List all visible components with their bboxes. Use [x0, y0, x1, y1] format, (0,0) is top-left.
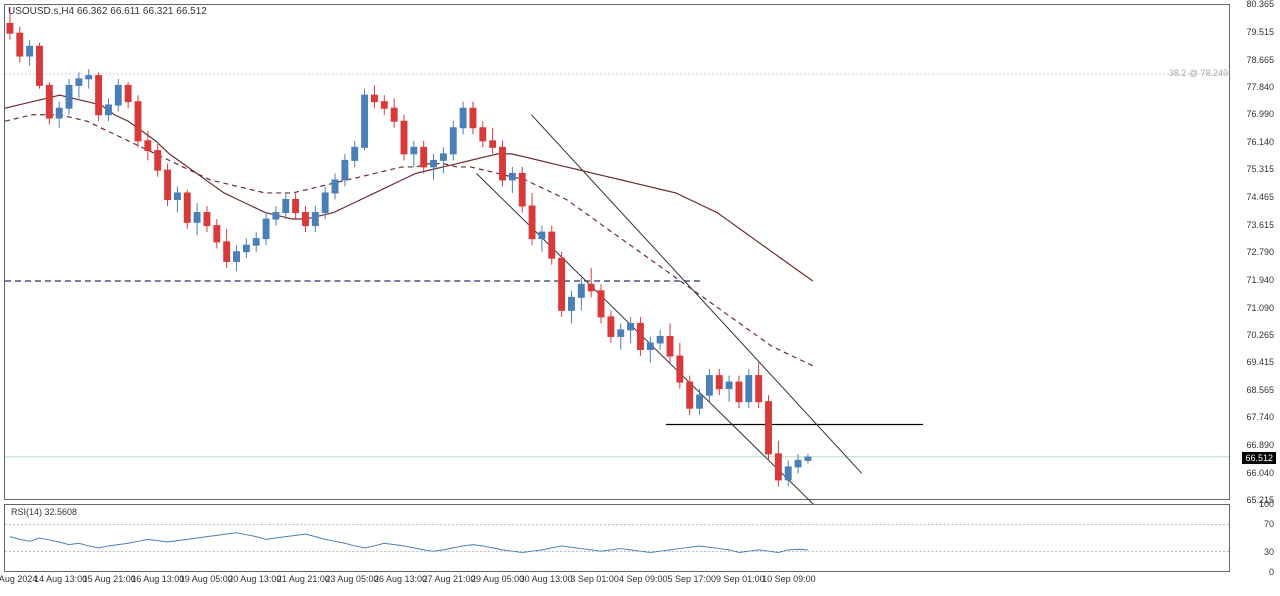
price-tick: 75.315 [1246, 164, 1274, 174]
time-tick: 30 Aug 13:00 [520, 574, 573, 584]
price-tick: 68.565 [1246, 385, 1274, 395]
time-tick: 29 Aug 05:00 [471, 574, 524, 584]
time-tick: 13 Aug 2024 [0, 574, 37, 584]
price-tick: 79.515 [1246, 27, 1274, 37]
time-tick: 5 Sep 17:00 [668, 574, 717, 584]
price-chart[interactable] [4, 4, 1230, 500]
rsi-tick: 30 [1264, 547, 1274, 557]
price-tick: 74.465 [1246, 192, 1274, 202]
rsi-axis: 10070300 [1232, 504, 1276, 572]
price-tick: 69.415 [1246, 357, 1274, 367]
price-tick: 77.840 [1246, 82, 1274, 92]
price-tick: 73.615 [1246, 220, 1274, 230]
time-tick: 19 Aug 05:00 [180, 574, 233, 584]
ohlc-label: 66.362 66.611 66.321 66.512 [77, 6, 207, 17]
time-tick: 20 Aug 13:00 [228, 574, 281, 584]
price-tick: 72.790 [1246, 247, 1274, 257]
price-tick: 78.665 [1246, 55, 1274, 65]
symbol-label: USOUSD.s,H4 [8, 6, 74, 17]
rsi-label: RSI(14) 32.5608 [11, 507, 77, 517]
price-tick: 70.265 [1246, 330, 1274, 340]
time-tick: 4 Sep 09:00 [619, 574, 668, 584]
price-tick: 76.990 [1246, 109, 1274, 119]
price-axis: 80.36579.51578.66577.84076.99076.14075.3… [1232, 4, 1276, 500]
chart-header: USOUSD.s,H4 66.362 66.611 66.321 66.512 [8, 6, 207, 17]
rsi-tick: 70 [1264, 519, 1274, 529]
time-tick: 14 Aug 13:00 [34, 574, 87, 584]
time-tick: 21 Aug 21:00 [277, 574, 330, 584]
fib-label: 38.2 @ 78.249 [1169, 68, 1228, 78]
time-tick: 23 Aug 05:00 [325, 574, 378, 584]
rsi-chart-svg [5, 505, 1229, 571]
rsi-chart[interactable]: RSI(14) 32.5608 [4, 504, 1230, 572]
time-axis: 13 Aug 202414 Aug 13:0015 Aug 21:0016 Au… [4, 574, 1230, 590]
chart-container: USOUSD.s,H4 66.362 66.611 66.321 66.512 … [0, 0, 1280, 596]
price-tick: 76.140 [1246, 137, 1274, 147]
time-tick: 3 Sep 01:00 [570, 574, 619, 584]
time-tick: 16 Aug 13:00 [131, 574, 184, 584]
price-tick: 71.090 [1246, 303, 1274, 313]
price-tick: 66.040 [1246, 468, 1274, 478]
time-tick: 26 Aug 13:00 [374, 574, 427, 584]
time-tick: 27 Aug 21:00 [423, 574, 476, 584]
rsi-tick: 0 [1269, 567, 1274, 577]
price-tick: 71.940 [1246, 275, 1274, 285]
price-tick: 66.890 [1246, 440, 1274, 450]
rsi-tick: 100 [1259, 499, 1274, 509]
time-tick: 9 Sep 01:00 [716, 574, 765, 584]
price-chart-svg [5, 5, 1229, 499]
price-tick: 80.365 [1246, 0, 1274, 9]
current-price-box: 66.512 [1242, 452, 1276, 464]
time-tick: 15 Aug 21:00 [83, 574, 136, 584]
time-tick: 10 Sep 09:00 [762, 574, 816, 584]
price-tick: 67.740 [1246, 412, 1274, 422]
